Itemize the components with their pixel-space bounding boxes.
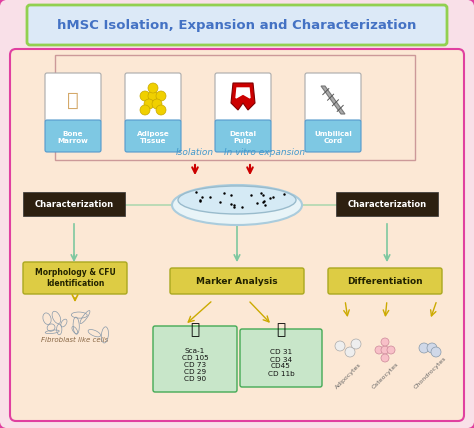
Ellipse shape <box>172 185 302 225</box>
Circle shape <box>419 343 429 353</box>
Text: Morphology & CFU
Identification: Morphology & CFU Identification <box>35 268 115 288</box>
FancyBboxPatch shape <box>215 120 271 152</box>
Circle shape <box>345 347 355 357</box>
FancyBboxPatch shape <box>125 120 181 152</box>
FancyBboxPatch shape <box>240 329 322 387</box>
Text: Marker Analysis: Marker Analysis <box>196 276 278 285</box>
FancyBboxPatch shape <box>10 49 464 421</box>
FancyBboxPatch shape <box>23 192 125 216</box>
Circle shape <box>351 339 361 349</box>
Circle shape <box>381 354 389 362</box>
Text: Adipose
Tissue: Adipose Tissue <box>137 131 169 143</box>
Circle shape <box>381 346 389 354</box>
Circle shape <box>156 105 166 115</box>
Circle shape <box>140 105 150 115</box>
FancyBboxPatch shape <box>45 120 101 152</box>
FancyBboxPatch shape <box>27 5 447 45</box>
Text: Characterization: Characterization <box>35 199 114 208</box>
FancyBboxPatch shape <box>328 268 442 294</box>
Circle shape <box>148 83 158 93</box>
FancyBboxPatch shape <box>336 192 438 216</box>
Text: In vitro expansion: In vitro expansion <box>224 148 306 157</box>
Circle shape <box>140 91 150 101</box>
Polygon shape <box>231 83 255 110</box>
Text: 𝄌: 𝄌 <box>67 90 79 110</box>
Circle shape <box>148 91 158 101</box>
Text: 👍: 👍 <box>191 323 200 338</box>
Text: Adipocytes: Adipocytes <box>334 362 362 390</box>
FancyBboxPatch shape <box>45 73 101 122</box>
FancyBboxPatch shape <box>215 73 271 122</box>
Text: Osteocytes: Osteocytes <box>371 362 399 390</box>
Text: Umbilical
Cord: Umbilical Cord <box>314 131 352 143</box>
Bar <box>55 55 415 160</box>
Text: Chondrocytes: Chondrocytes <box>413 356 447 390</box>
Text: Fibroblast like cells: Fibroblast like cells <box>41 337 109 343</box>
Text: 👎: 👎 <box>276 323 285 338</box>
Circle shape <box>152 99 162 109</box>
Circle shape <box>427 343 437 353</box>
Circle shape <box>156 91 166 101</box>
Text: Bone
Marrow: Bone Marrow <box>57 131 89 143</box>
FancyBboxPatch shape <box>305 120 361 152</box>
Text: Isolation: Isolation <box>176 148 214 157</box>
Circle shape <box>387 346 395 354</box>
Text: Characterization: Characterization <box>347 199 427 208</box>
Text: CD 31
CD 34
CD45
CD 11b: CD 31 CD 34 CD45 CD 11b <box>268 350 294 377</box>
FancyBboxPatch shape <box>23 262 127 294</box>
Circle shape <box>381 338 389 346</box>
Circle shape <box>335 341 345 351</box>
Polygon shape <box>321 86 345 114</box>
Ellipse shape <box>178 186 296 214</box>
Polygon shape <box>236 88 250 98</box>
FancyBboxPatch shape <box>153 326 237 392</box>
FancyBboxPatch shape <box>305 73 361 122</box>
Circle shape <box>375 346 383 354</box>
Circle shape <box>431 347 441 357</box>
Text: Differentiation: Differentiation <box>347 276 423 285</box>
Text: hMSC Isolation, Expansion and Characterization: hMSC Isolation, Expansion and Characteri… <box>57 18 417 32</box>
FancyBboxPatch shape <box>125 73 181 122</box>
Text: Dental
Pulp: Dental Pulp <box>229 131 256 143</box>
Text: Sca-1
CD 105
CD 73
CD 29
CD 90: Sca-1 CD 105 CD 73 CD 29 CD 90 <box>182 348 209 382</box>
FancyBboxPatch shape <box>170 268 304 294</box>
Circle shape <box>144 99 154 109</box>
